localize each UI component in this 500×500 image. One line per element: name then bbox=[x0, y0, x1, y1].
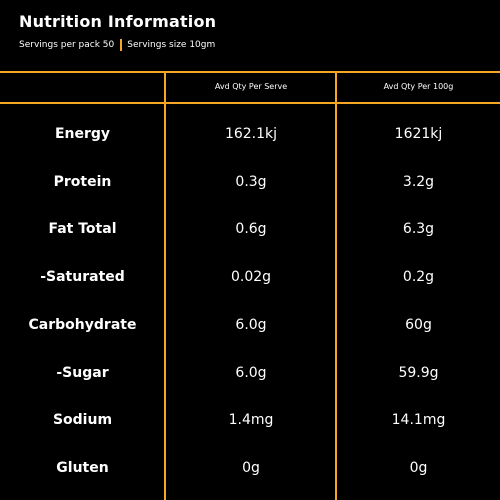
table-row: Gluten 0g 0g bbox=[0, 446, 500, 494]
value-per-100g: 59.9g bbox=[398, 365, 439, 381]
table-row: Energy 162.1kj 1621kj bbox=[0, 112, 500, 160]
table-divider-2 bbox=[335, 72, 337, 500]
value-per-100g: 6.3g bbox=[402, 221, 435, 237]
row-label: -Sugar bbox=[56, 365, 109, 381]
separator-bar bbox=[120, 39, 123, 51]
value-per-serve: 0.3g bbox=[235, 174, 267, 190]
table-row: Carbohydrate 6.0g 60g bbox=[0, 303, 500, 351]
value-per-100g: 14.1mg bbox=[391, 412, 446, 428]
table-row: Fat Total 0.6g 6.3g bbox=[0, 207, 500, 255]
column-header-per-100g: Avd Qty Per 100g bbox=[383, 82, 454, 91]
row-label: -Saturated bbox=[40, 269, 125, 285]
table-header-rule bbox=[0, 102, 500, 104]
value-per-serve: 6.0g bbox=[235, 317, 267, 333]
table-top-rule bbox=[0, 71, 500, 73]
value-per-serve: 1.4mg bbox=[228, 412, 274, 428]
value-per-serve: 6.0g bbox=[235, 365, 267, 381]
value-per-serve: 162.1kj bbox=[224, 126, 278, 142]
table-row: Protein 0.3g 3.2g bbox=[0, 160, 500, 208]
table-row: Sodium 1.4mg 14.1mg bbox=[0, 398, 500, 446]
value-per-serve: 0.02g bbox=[230, 269, 272, 285]
value-per-100g: 1621kj bbox=[394, 126, 443, 142]
value-per-100g: 3.2g bbox=[402, 174, 435, 190]
table-divider-1 bbox=[164, 72, 166, 500]
value-per-100g: 0.2g bbox=[402, 269, 435, 285]
value-per-serve: 0g bbox=[242, 460, 260, 476]
serving-info: Servings per pack 50 Servings size 10gm bbox=[19, 39, 215, 51]
value-per-100g: 60g bbox=[405, 317, 432, 333]
value-per-serve: 0.6g bbox=[235, 221, 267, 237]
row-label: Fat Total bbox=[48, 221, 117, 237]
serving-size: Servings size 10gm bbox=[127, 40, 216, 50]
column-header-per-serve: Avd Qty Per Serve bbox=[214, 82, 288, 91]
table-row: -Saturated 0.02g 0.2g bbox=[0, 255, 500, 303]
row-label: Energy bbox=[54, 126, 111, 142]
row-label: Sodium bbox=[52, 412, 113, 428]
servings-per-pack: Servings per pack 50 bbox=[19, 40, 115, 50]
row-label: Gluten bbox=[56, 460, 109, 476]
value-per-100g: 0g bbox=[409, 460, 428, 476]
row-label: Carbohydrate bbox=[28, 317, 137, 333]
row-label: Protein bbox=[53, 174, 112, 190]
page-title: Nutrition Information bbox=[19, 12, 217, 31]
table-row: -Sugar 6.0g 59.9g bbox=[0, 351, 500, 399]
